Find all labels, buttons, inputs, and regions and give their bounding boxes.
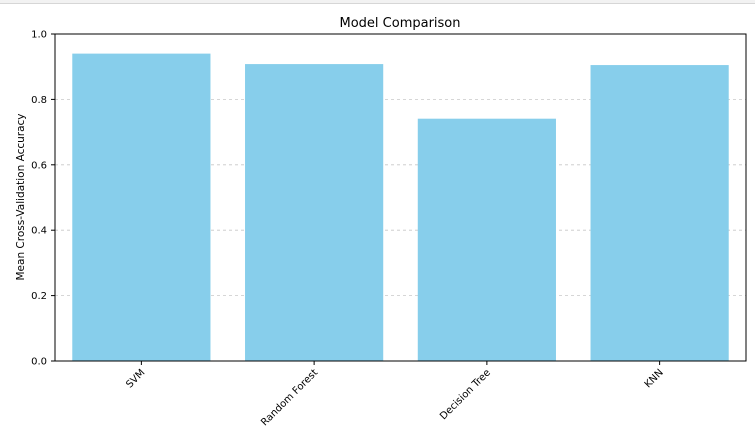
- y-tick-label: 0.8: [31, 95, 47, 106]
- y-tick-label: 0.2: [31, 291, 47, 302]
- y-tick-label: 0.0: [31, 357, 47, 368]
- bars: [72, 53, 729, 362]
- y-ticks: 0.0 0.2 0.4 0.6 0.8 1.0: [31, 30, 55, 368]
- y-tick-label: 1.0: [31, 30, 47, 41]
- bar-knn: [590, 65, 729, 361]
- bar-random-forest: [245, 64, 384, 362]
- y-tick-label: 0.4: [31, 226, 47, 237]
- chart-title: Model Comparison: [340, 16, 461, 31]
- x-tick-label: Random Forest: [259, 367, 320, 428]
- y-axis-label: Mean Cross-Validation Accuracy: [15, 113, 27, 280]
- axes: [54, 33, 747, 362]
- x-tick-label: KNN: [643, 367, 666, 390]
- x-ticks: SVM Random Forest Decision Tree KNN: [124, 361, 666, 428]
- bar-svm: [72, 53, 211, 362]
- window-top-edge: [0, 0, 755, 4]
- plot-frame: [54, 33, 747, 362]
- x-tick-label: SVM: [124, 367, 147, 390]
- x-tick-label: Decision Tree: [438, 367, 493, 422]
- bar-decision-tree: [417, 118, 556, 362]
- y-tick-label: 0.6: [31, 160, 47, 171]
